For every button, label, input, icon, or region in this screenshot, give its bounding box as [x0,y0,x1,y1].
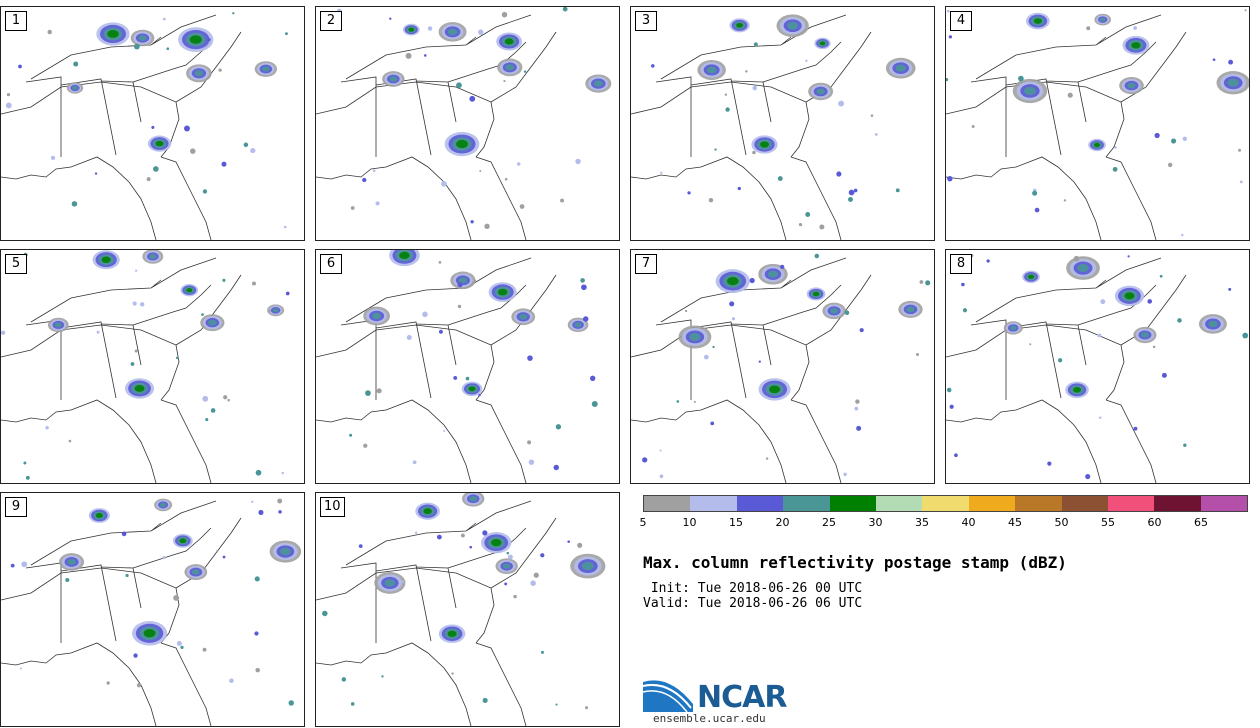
init-time: Init: Tue 2018-06-26 00 UTC [643,581,863,596]
colorbar-tick-label: 40 [961,516,976,529]
map-panel: 5 [0,249,305,484]
colorbar-segment [1061,496,1108,511]
colorbar-tick-label: 20 [775,516,790,529]
reflectivity-map [631,253,931,483]
colorbar-tick-label: 45 [1008,516,1022,529]
reflectivity-map [316,250,598,483]
reflectivity-map [946,9,1249,240]
colorbar-segment [644,496,691,511]
website-url[interactable]: ensemble.ucar.edu [653,712,766,725]
reflectivity-map [316,7,612,240]
reflectivity-map [316,493,606,726]
colorbar-tick-label: 10 [682,516,697,529]
reflectivity-map [631,14,916,240]
colorbar-segment [1015,496,1062,511]
map-panel: 4 [945,6,1250,241]
colorbar-tick-label: 35 [915,516,929,529]
map-panel: 8 [945,249,1250,484]
map-panel: 2 [315,6,620,241]
ncar-logo-icon [642,672,695,716]
map-panel: 10 [315,492,620,727]
colorbar-tick-label: 5 [639,516,647,529]
member-label: 7 [635,254,657,274]
member-label: 1 [5,11,27,31]
colorbar-segment [1154,496,1201,511]
reflectivity-map [1,12,288,240]
colorbar-tick-label: 30 [868,516,883,529]
colorbar-tick-label: 65 [1194,516,1208,529]
member-label: 8 [950,254,972,274]
map-panel: 6 [315,249,620,484]
member-label: 6 [320,254,342,274]
member-label: 5 [5,254,27,274]
colorbar-segment [922,496,969,511]
colorbar-tick-label: 25 [822,516,836,529]
member-label: 3 [635,11,657,31]
reflectivity-map [1,498,302,726]
colorbar-segment [690,496,737,511]
colorbar-tick-label: 60 [1147,516,1162,529]
valid-time: Valid: Tue 2018-06-26 06 UTC [643,596,863,611]
colorbar-segment [783,496,830,511]
map-panel: 7 [630,249,935,484]
reflectivity-colorbar [643,495,1248,512]
plot-title: Max. column reflectivity postage stamp (… [643,553,1067,572]
colorbar-tick-label: 55 [1101,516,1115,529]
map-panel: 3 [630,6,935,241]
reflectivity-map [1,250,290,483]
colorbar-tick-label: 50 [1054,516,1069,529]
colorbar-tick-label: 15 [729,516,743,529]
member-label: 9 [5,497,27,517]
member-label: 4 [950,11,972,31]
member-label: 10 [320,497,345,517]
colorbar-segment [968,496,1016,511]
colorbar-segment [1200,496,1248,511]
colorbar-segment [875,496,923,511]
colorbar-segment [736,496,784,511]
reflectivity-map [946,253,1249,483]
map-panel: 1 [0,6,305,241]
colorbar-segment [829,496,876,511]
colorbar-segment [1107,496,1155,511]
member-label: 2 [320,11,342,31]
map-panel: 9 [0,492,305,727]
ncar-logo-text: NCAR [697,680,787,715]
